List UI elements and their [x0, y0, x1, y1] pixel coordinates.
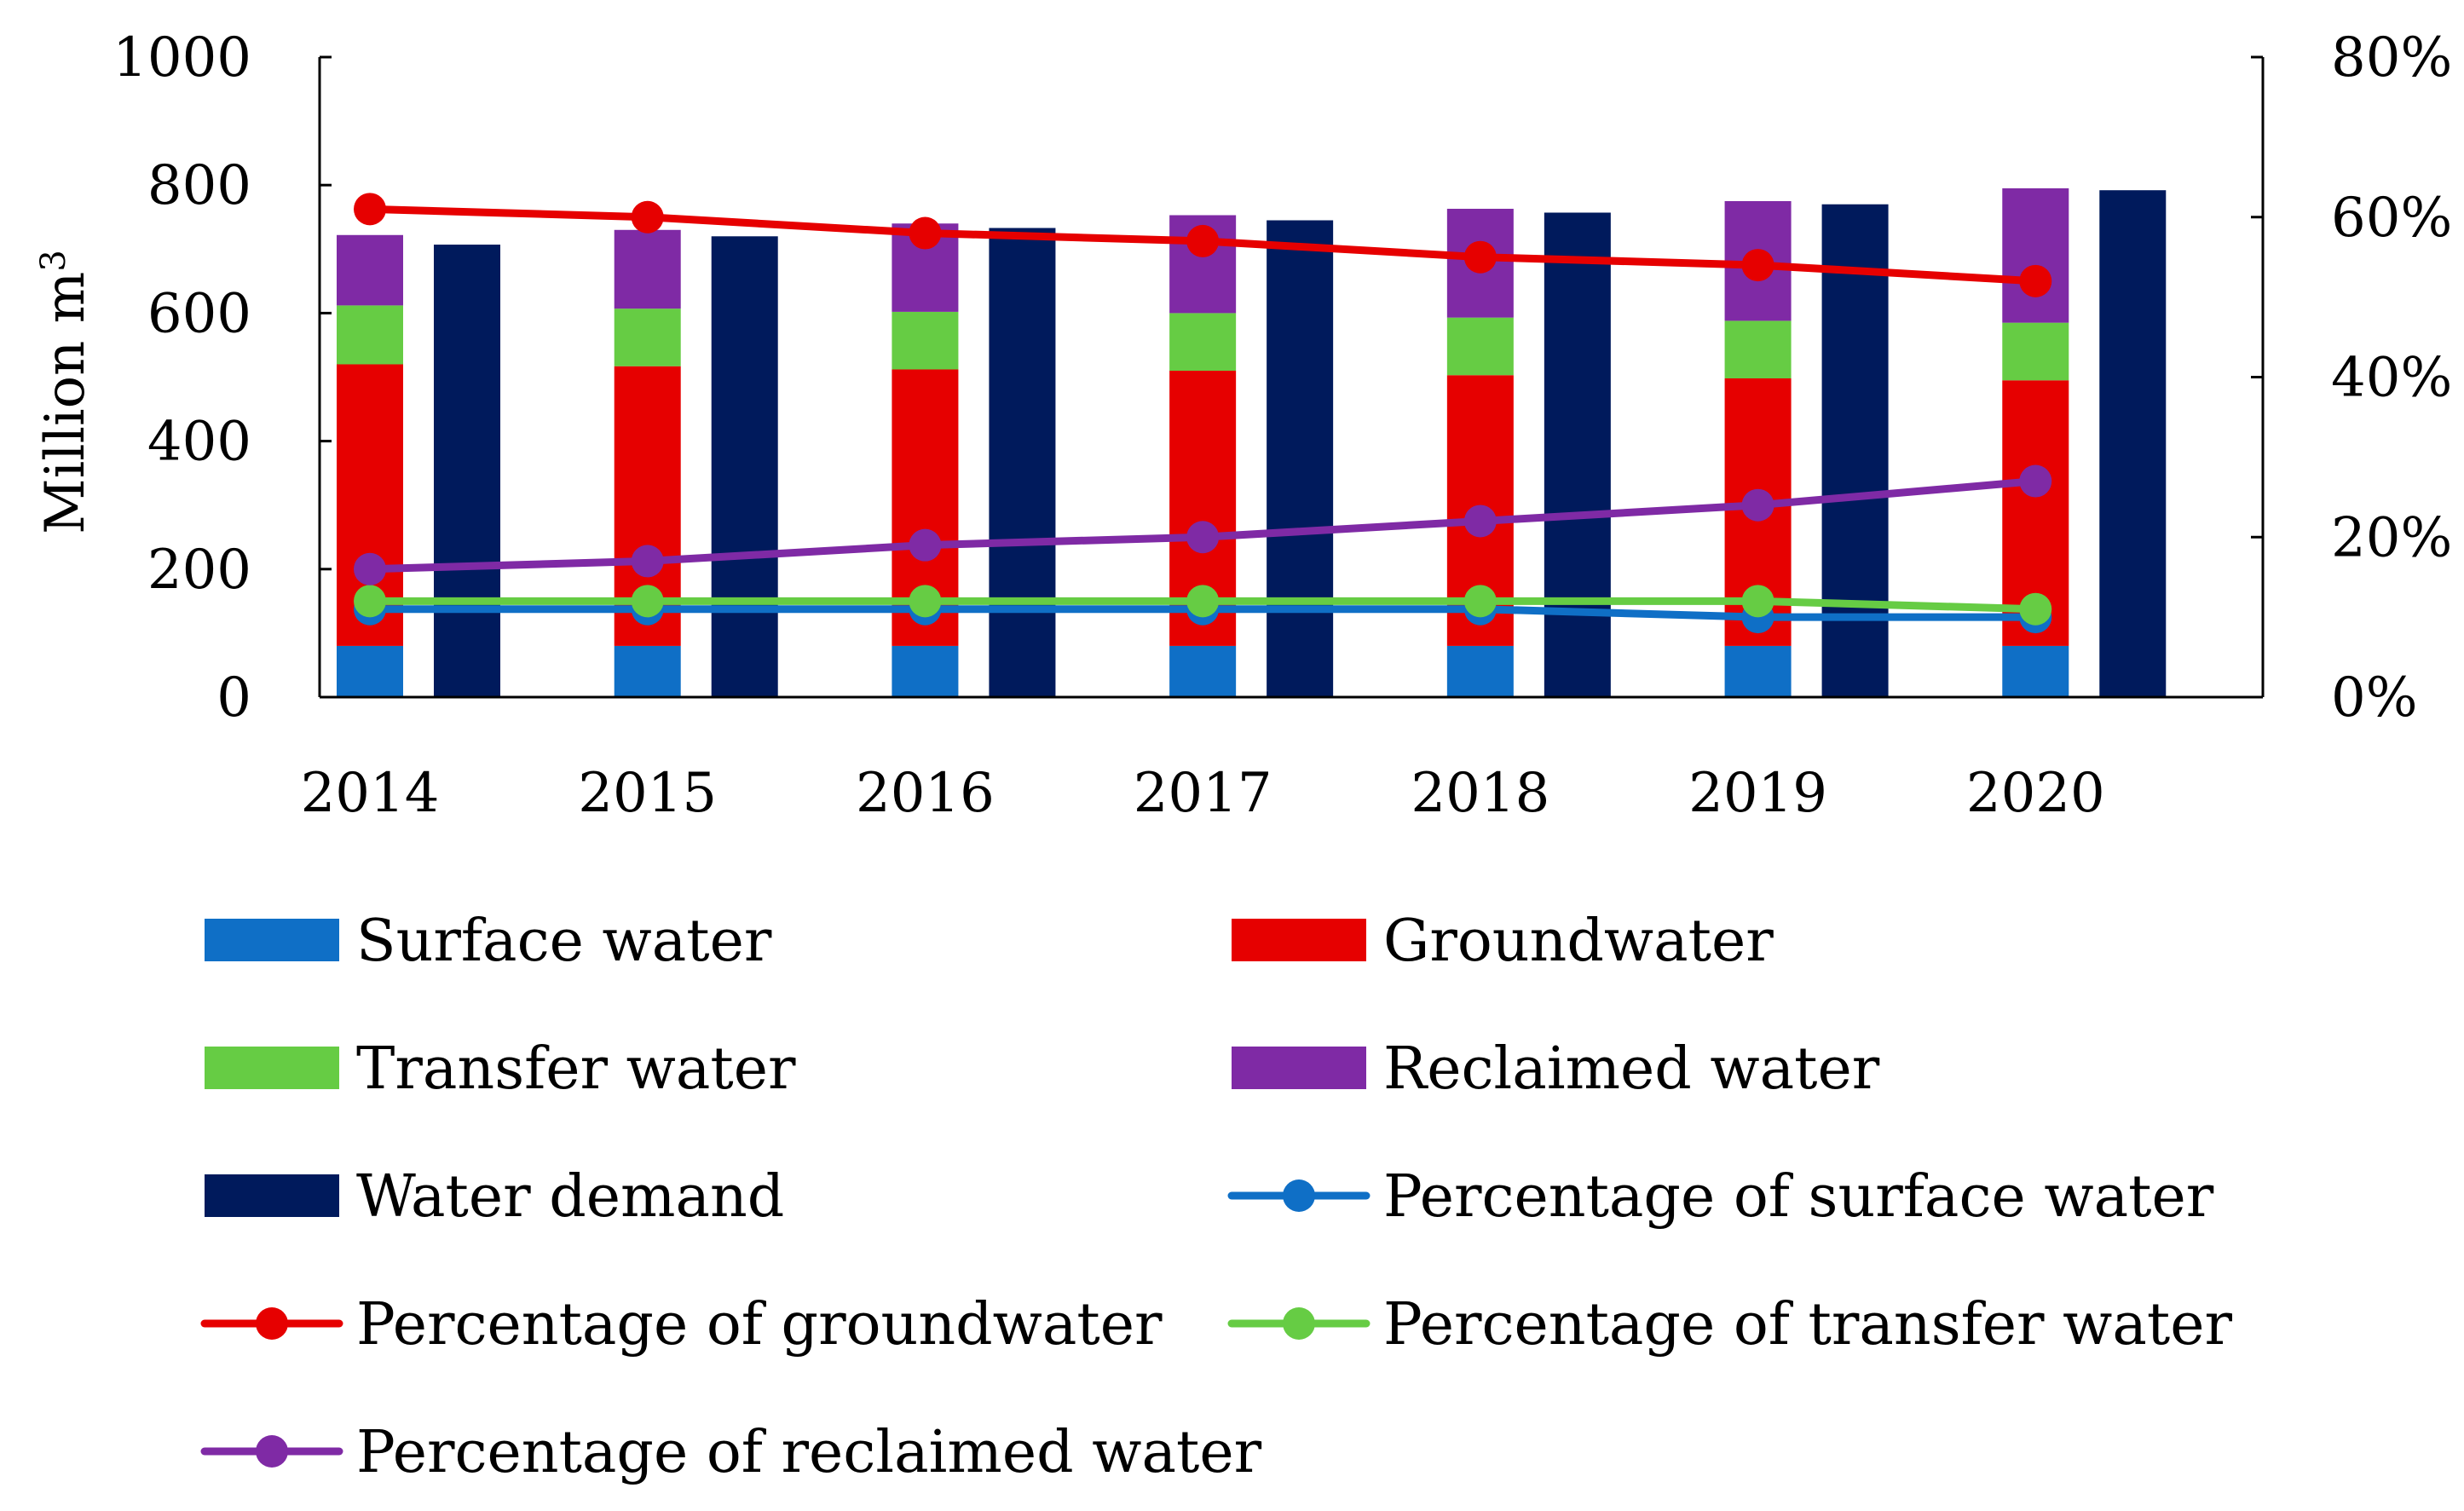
y-tick-label-1000: 1000	[113, 26, 251, 89]
legend-label-groundwater: Groundwater	[1383, 908, 1774, 975]
point-percentage-of-transfer-water-2018	[1463, 585, 1497, 618]
legend-swatch-reclaimed-water	[1232, 1047, 1366, 1089]
legend-label-transfer-water: Transfer water	[356, 1035, 796, 1103]
bar-water-demand-2015	[711, 236, 778, 697]
point-percentage-of-groundwater-2017	[1186, 224, 1220, 257]
point-percentage-of-reclaimed-water-2017	[1186, 521, 1220, 554]
bar-transfer-water-2015	[614, 309, 681, 366]
point-percentage-of-groundwater-2018	[1463, 240, 1497, 274]
y2-tick-label-0: 0%	[2331, 666, 2418, 730]
x-tick-label-2020: 2020	[1966, 762, 2105, 825]
y2-tick-label-1: 20%	[2331, 506, 2452, 569]
y2-tick-label-2: 40%	[2331, 347, 2452, 410]
legend-label-surface-water: Surface water	[356, 908, 772, 975]
x-tick-label-2018: 2018	[1411, 762, 1549, 825]
x-tick-label-2017: 2017	[1134, 762, 1272, 825]
bar-water-demand-2016	[989, 228, 1056, 698]
x-tick-label-2016: 2016	[856, 762, 995, 825]
legend-marker-percentage-of-transfer-water	[1283, 1307, 1315, 1340]
bar-surface-water-2020	[2002, 645, 2069, 697]
legend-swatch-water-demand	[205, 1174, 339, 1217]
bar-water-demand-2018	[1544, 212, 1611, 698]
point-percentage-of-transfer-water-2016	[909, 585, 942, 618]
point-percentage-of-transfer-water-2017	[1186, 585, 1220, 618]
point-percentage-of-groundwater-2015	[631, 200, 664, 234]
bar-transfer-water-2014	[337, 305, 403, 365]
x-tick-label-2015: 2015	[578, 762, 717, 825]
y2-tick-label-4: 80%	[2331, 26, 2452, 89]
bar-water-demand-2020	[2099, 190, 2167, 697]
bar-surface-water-2014	[337, 645, 403, 697]
bar-surface-water-2016	[892, 645, 959, 697]
y-tick-label-200: 200	[147, 539, 251, 602]
legend-label-percentage-of-reclaimed-water: Percentage of reclaimed water	[356, 1419, 1262, 1486]
legend-label-reclaimed-water: Reclaimed water	[1383, 1035, 1880, 1103]
bar-water-demand-2019	[1821, 204, 1889, 698]
point-percentage-of-reclaimed-water-2014	[354, 552, 386, 585]
legend-marker-percentage-of-surface-water	[1283, 1179, 1315, 1212]
bar-surface-water-2017	[1169, 645, 1237, 697]
legend-marker-percentage-of-reclaimed-water	[256, 1435, 288, 1468]
legend-marker-percentage-of-groundwater	[256, 1307, 288, 1340]
point-percentage-of-groundwater-2014	[354, 193, 386, 226]
point-percentage-of-groundwater-2019	[1741, 249, 1774, 282]
y-tick-label-400: 400	[147, 411, 251, 474]
bar-reclaimed-water-2014	[337, 234, 403, 306]
bar-reclaimed-water-2020	[2002, 187, 2069, 323]
y-tick-label-800: 800	[147, 154, 251, 217]
legend-label-percentage-of-transfer-water: Percentage of transfer water	[1383, 1291, 2232, 1358]
point-percentage-of-transfer-water-2015	[631, 585, 664, 618]
y-tick-label-600: 600	[147, 282, 251, 345]
bar-water-demand-2014	[434, 245, 500, 698]
legend-label-percentage-of-groundwater: Percentage of groundwater	[356, 1291, 1163, 1358]
bar-reclaimed-water-2015	[614, 229, 681, 309]
point-percentage-of-reclaimed-water-2018	[1463, 505, 1497, 538]
point-percentage-of-groundwater-2016	[909, 216, 942, 250]
point-percentage-of-transfer-water-2014	[354, 585, 386, 618]
x-tick-label-2014: 2014	[301, 762, 440, 825]
point-percentage-of-reclaimed-water-2019	[1741, 488, 1774, 522]
y-axis-title: Million m3	[34, 250, 97, 534]
point-percentage-of-groundwater-2020	[2019, 264, 2052, 297]
point-percentage-of-reclaimed-water-2015	[631, 545, 664, 578]
y2-tick-label-3: 60%	[2331, 187, 2452, 250]
point-percentage-of-transfer-water-2020	[2019, 592, 2052, 626]
legend-swatch-transfer-water	[205, 1047, 339, 1089]
y-axis-title-text: Million m	[34, 272, 97, 534]
legend-swatch-groundwater	[1232, 919, 1366, 961]
legend-swatch-surface-water	[205, 919, 339, 961]
bar-transfer-water-2018	[1446, 317, 1514, 376]
bar-transfer-water-2020	[2002, 322, 2069, 381]
point-percentage-of-reclaimed-water-2020	[2019, 464, 2052, 498]
point-percentage-of-reclaimed-water-2016	[909, 528, 942, 562]
bar-transfer-water-2019	[1724, 320, 1792, 379]
bar-transfer-water-2016	[892, 311, 959, 370]
legend-label-percentage-of-surface-water: Percentage of surface water	[1383, 1163, 2214, 1231]
bar-surface-water-2019	[1724, 645, 1792, 697]
bar-water-demand-2017	[1267, 220, 1334, 697]
x-tick-label-2019: 2019	[1688, 762, 1827, 825]
bar-surface-water-2015	[614, 645, 681, 697]
bar-transfer-water-2017	[1169, 313, 1237, 371]
y-tick-label-0: 0	[216, 666, 251, 730]
y-axis-title-superscript: 3	[34, 250, 73, 271]
legend-label-water-demand: Water demand	[356, 1163, 784, 1231]
point-percentage-of-transfer-water-2019	[1741, 585, 1774, 618]
bar-surface-water-2018	[1446, 645, 1514, 697]
